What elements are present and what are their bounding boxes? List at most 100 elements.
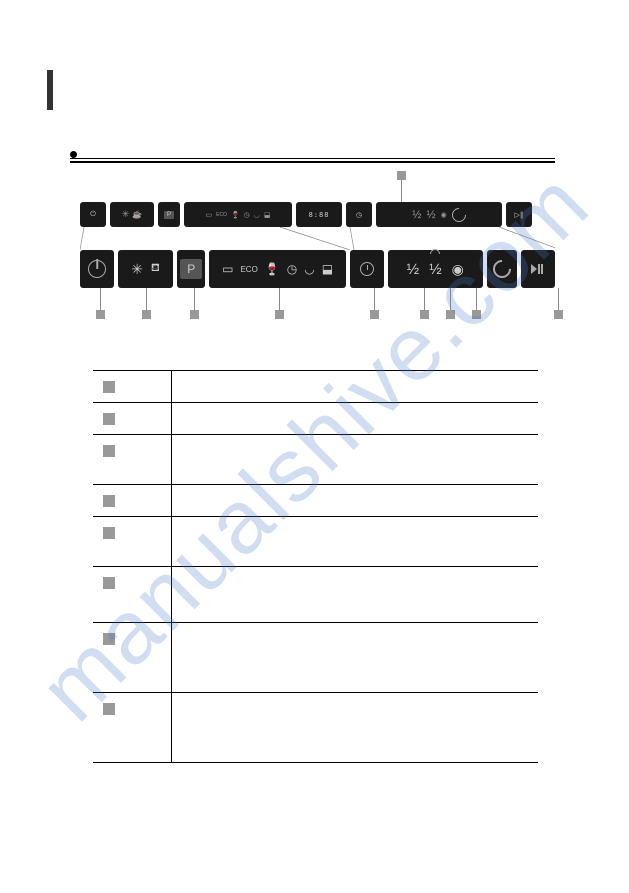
panel-row-large: ✳ ⛾ P ▭ ECO 🍷 ◷ ◡ ⬓ ½ ½ ◉ xyxy=(80,250,555,288)
table-cell-marker xyxy=(93,485,171,517)
p-label: P xyxy=(164,211,174,219)
seg-delay-large xyxy=(350,250,384,288)
program-icon: ▭ xyxy=(222,262,233,276)
callout-line xyxy=(194,288,195,310)
row-marker xyxy=(103,703,115,715)
dish-icon: ◡ xyxy=(254,211,260,219)
table-cell-description xyxy=(171,623,538,693)
seg-indicators-large: ✳ ⛾ xyxy=(118,250,173,288)
row-marker xyxy=(103,633,115,645)
seg-programs-large: ▭ ECO 🍷 ◷ ◡ ⬓ xyxy=(209,250,345,288)
table-cell-description xyxy=(171,693,538,763)
seg-programs-small: ▭ ECO 🍷 ◷ ◡ ⬓ xyxy=(184,202,292,227)
table-cell-marker xyxy=(93,693,171,763)
callout-line xyxy=(279,288,280,310)
table-cell-marker xyxy=(93,517,171,567)
callout-marker xyxy=(190,310,199,319)
table-cell-description xyxy=(171,485,538,517)
row-marker xyxy=(103,495,115,507)
callout-line xyxy=(450,288,451,310)
swirl-icon xyxy=(449,205,469,225)
table-row xyxy=(93,435,538,485)
seg-power-small: ⏻ xyxy=(80,202,106,227)
callout-marker xyxy=(96,310,105,319)
seg-indicators-small: ✳☕ xyxy=(110,202,154,227)
cup-icon: ☕ xyxy=(132,210,142,219)
p-label: P xyxy=(180,259,202,279)
callout-line xyxy=(424,288,425,310)
half-icon: ½ xyxy=(407,261,420,278)
table-cell-description xyxy=(171,403,538,435)
callout-marker xyxy=(142,310,151,319)
clock-icon: ◷ xyxy=(287,262,297,276)
swirl-icon xyxy=(489,256,514,281)
callout-line xyxy=(374,288,375,310)
seg-swirl-large xyxy=(487,250,517,288)
pot-icon: ⬓ xyxy=(264,211,271,219)
row-marker xyxy=(103,413,115,425)
callout-marker xyxy=(420,310,429,319)
callout-line xyxy=(146,288,147,310)
section-rule-thick xyxy=(70,161,555,163)
dish-icon: ◡ xyxy=(304,262,314,276)
callout-marker xyxy=(554,310,563,319)
panel-row-small: ⏻ ✳☕ P ▭ ECO 🍷 ◷ ◡ ⬓ 8:88 ◷ ½ ½ ◉ ▷∥ xyxy=(80,202,555,227)
table-row xyxy=(93,567,538,623)
row-marker xyxy=(103,381,115,393)
seg-delay-small: ◷ xyxy=(346,202,372,227)
seg-start-small: ▷∥ xyxy=(506,202,532,227)
seg-power-large xyxy=(80,250,114,288)
power-icon xyxy=(88,260,106,278)
description-table xyxy=(93,370,538,763)
cup-icon: ⛾ xyxy=(151,262,160,276)
sun-icon: ✳ xyxy=(122,209,130,220)
table-row xyxy=(93,693,538,763)
table-cell-marker xyxy=(93,623,171,693)
plate-icon: ◉ xyxy=(452,261,464,278)
section-dot xyxy=(70,151,77,158)
callout-line xyxy=(100,288,101,310)
pot-icon: ⬓ xyxy=(322,262,333,276)
seg-options-small: ½ ½ ◉ xyxy=(376,202,502,227)
row-marker xyxy=(103,445,115,457)
plate-icon: ◉ xyxy=(441,211,447,219)
clock-icon xyxy=(360,262,374,276)
glass-icon: 🍷 xyxy=(265,262,280,276)
callout-marker-top xyxy=(397,171,406,180)
callout-marker xyxy=(370,310,379,319)
table-row xyxy=(93,403,538,435)
seg-display-small: 8:88 xyxy=(296,202,342,227)
table-row xyxy=(93,517,538,567)
half-icon: ½ xyxy=(412,209,421,221)
glass-icon: 🍷 xyxy=(231,211,240,219)
table-cell-marker xyxy=(93,371,171,403)
lock-icon xyxy=(430,249,440,254)
table-row xyxy=(93,371,538,403)
eco-icon: ECO xyxy=(216,212,227,218)
seg-start-large xyxy=(521,250,555,288)
table-row xyxy=(93,485,538,517)
half-icon: ½ xyxy=(429,261,442,278)
row-marker xyxy=(103,577,115,589)
callout-marker xyxy=(275,310,284,319)
zoom-lines xyxy=(80,227,555,250)
seg-options-large: ½ ½ ◉ xyxy=(388,250,483,288)
sun-icon: ✳ xyxy=(131,261,143,278)
table-row xyxy=(93,623,538,693)
callout-marker xyxy=(472,310,481,319)
table-cell-description xyxy=(171,371,538,403)
half-icon: ½ xyxy=(426,209,435,221)
table-cell-description xyxy=(171,517,538,567)
seg-program-large: P xyxy=(177,250,205,288)
table-cell-marker xyxy=(93,435,171,485)
callout-line-top xyxy=(401,180,402,202)
table-cell-description xyxy=(171,567,538,623)
table-cell-description xyxy=(171,435,538,485)
playpause-icon xyxy=(531,262,545,276)
program-icon: ▭ xyxy=(205,211,212,219)
eco-icon: ECO xyxy=(240,265,257,274)
page-margin-bar xyxy=(47,70,53,110)
seg-program-small: P xyxy=(158,202,180,227)
row-marker xyxy=(103,527,115,539)
clock-icon: ◷ xyxy=(244,211,250,219)
